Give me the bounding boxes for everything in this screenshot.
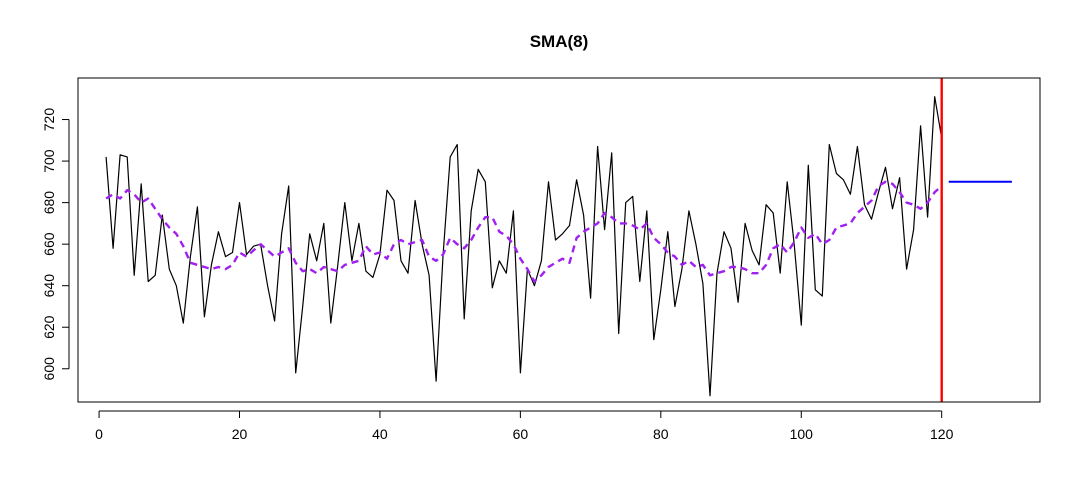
x-tick-label: 0	[95, 426, 103, 442]
x-tick-label: 40	[372, 426, 388, 442]
plot-frame	[77, 77, 1041, 403]
y-tick-label: 720	[41, 108, 57, 132]
x-tick-label: 100	[790, 426, 814, 442]
sma-line	[105, 180, 943, 283]
y-tick-label: 620	[41, 315, 57, 339]
y-tick-label: 700	[41, 149, 57, 173]
chart-title: SMA(8)	[530, 32, 589, 51]
x-tick-label: 120	[930, 426, 954, 442]
y-axis: 600 620 640 660 680 700 720	[41, 108, 70, 381]
x-tick-label: 80	[653, 426, 669, 442]
x-tick-label: 60	[513, 426, 529, 442]
y-tick-label: 600	[41, 357, 57, 381]
x-axis: 0 20 40 60 80 100 120	[95, 410, 954, 442]
series-line	[105, 96, 943, 397]
y-tick-label: 640	[41, 274, 57, 298]
y-tick-label: 660	[41, 232, 57, 256]
y-tick-label: 680	[41, 191, 57, 215]
plot-area	[105, 78, 1012, 402]
x-tick-label: 20	[232, 426, 248, 442]
